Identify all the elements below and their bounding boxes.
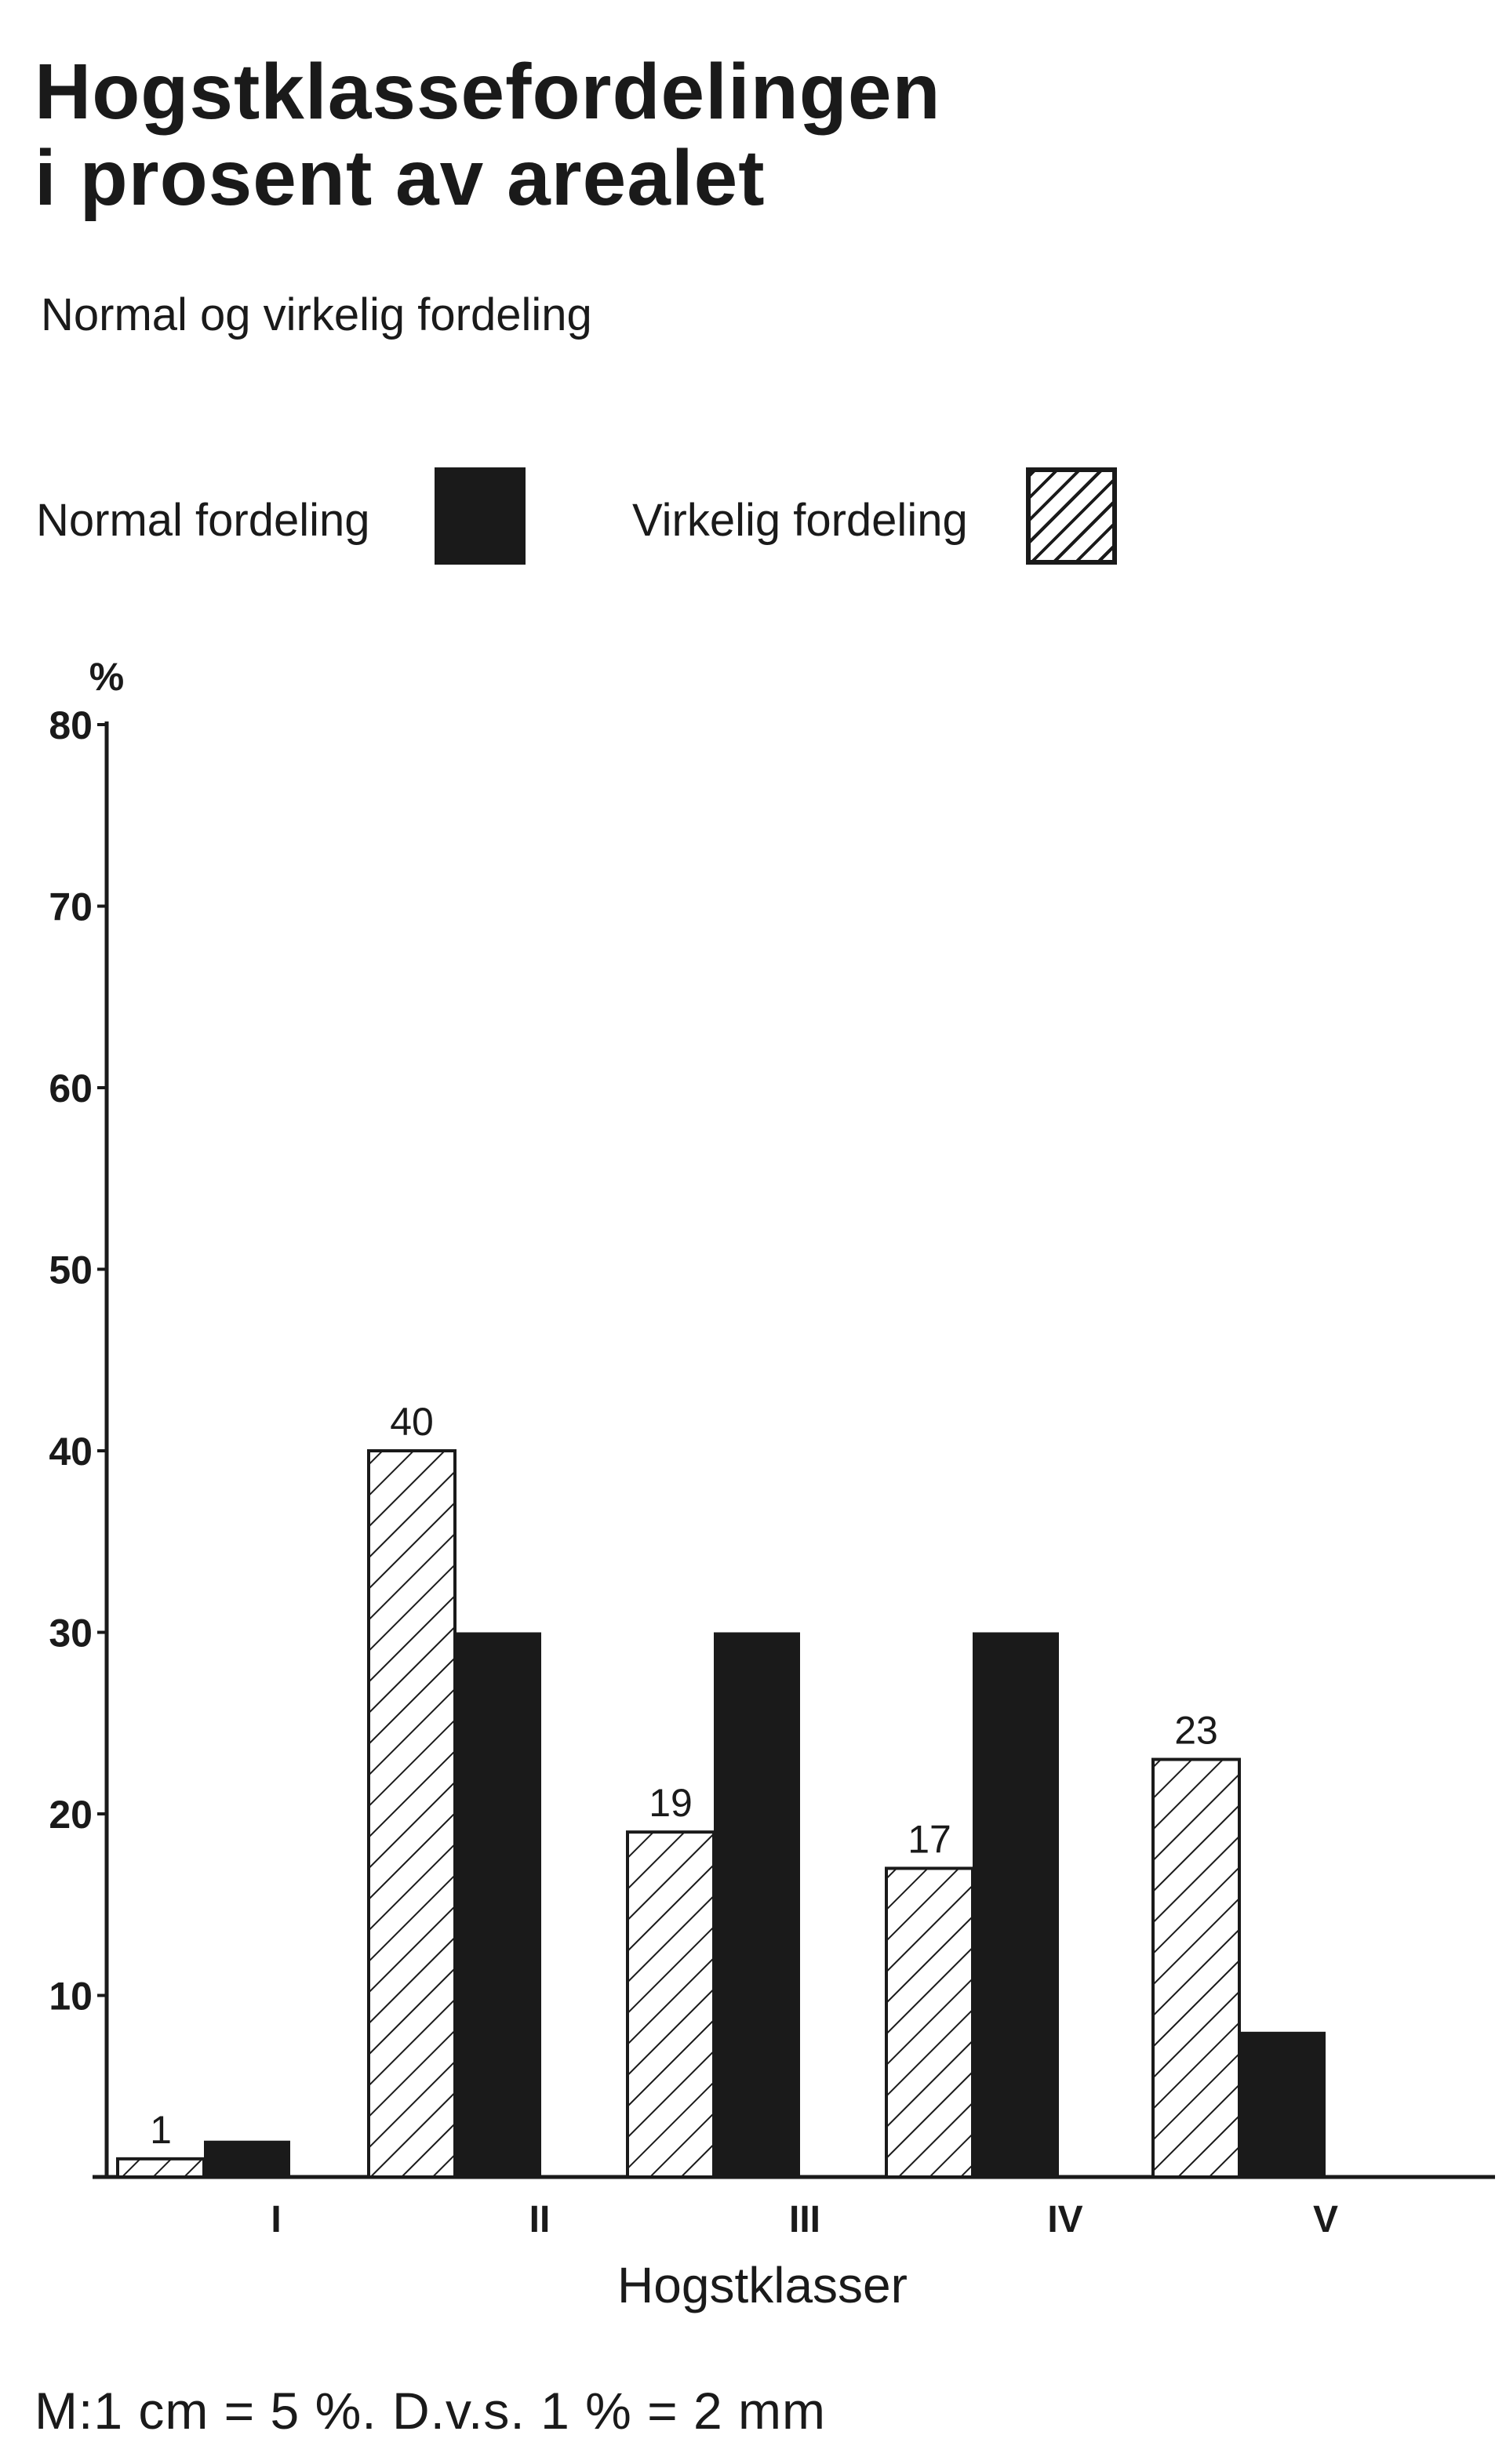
x-axis-label: Hogstklasser xyxy=(617,2257,908,2313)
chart-bars xyxy=(116,1449,1326,2179)
scale-note: M:1 cm = 5 %. D.v.s. 1 % = 2 mm xyxy=(35,2382,827,2440)
legend-swatch-virkelig xyxy=(1026,467,1117,565)
y-tick-label: 30 xyxy=(49,1612,93,1655)
y-tick-label: 10 xyxy=(49,1975,93,2019)
y-tick-label: 80 xyxy=(49,703,93,747)
data-label-virkelig-III: 19 xyxy=(649,1781,693,1825)
bar-virkelig-IV xyxy=(885,1866,974,2179)
x-tick-label-I: I xyxy=(271,2199,281,2240)
x-tick-label-IV: IV xyxy=(1047,2199,1082,2240)
bar-normal-IV xyxy=(973,1632,1059,2177)
bar-virkelig-V xyxy=(1151,1757,1241,2179)
title-line-2: i prosent av arealet xyxy=(35,134,766,222)
bar-normal-III xyxy=(714,1632,800,2177)
title-line-1: Hogstklassefordelingen xyxy=(35,48,941,136)
x-tick-label-II: II xyxy=(529,2199,551,2240)
y-tick-label: 60 xyxy=(49,1067,93,1110)
y-tick-label: 70 xyxy=(49,885,93,929)
bar-virkelig-II xyxy=(367,1449,457,2179)
bar-virkelig-III xyxy=(626,1830,715,2179)
data-label-virkelig-I: 1 xyxy=(150,2108,172,2152)
y-tick-label: 50 xyxy=(49,1248,93,1292)
bar-normal-I xyxy=(204,2140,290,2177)
bar-normal-II xyxy=(455,1632,541,2177)
legend-label-virkelig: Virkelig fordeling xyxy=(632,495,968,546)
y-axis-label: % xyxy=(89,655,124,699)
x-tick-label-III: III xyxy=(789,2199,820,2240)
y-tick-label: 20 xyxy=(49,1793,93,1837)
data-label-virkelig-II: 40 xyxy=(390,1400,434,1444)
bar-virkelig-I xyxy=(116,2157,206,2179)
x-tick-label-V: V xyxy=(1313,2199,1338,2240)
y-tick-label: 40 xyxy=(49,1430,93,1474)
chart-subtitle: Normal og virkelig fordeling xyxy=(41,289,592,340)
legend-label-normal: Normal fordeling xyxy=(36,495,370,546)
bar-normal-V xyxy=(1239,2031,1326,2177)
legend-swatch-normal xyxy=(435,467,526,565)
chart-labels: 1 I 40 II 19 III 17 IV 23 V Hogstklasser xyxy=(150,1400,1338,2313)
chart-title: Hogstklassefordelingen i prosent av area… xyxy=(35,49,941,221)
data-label-virkelig-V: 23 xyxy=(1174,1709,1218,1753)
data-label-virkelig-IV: 17 xyxy=(908,1817,951,1861)
